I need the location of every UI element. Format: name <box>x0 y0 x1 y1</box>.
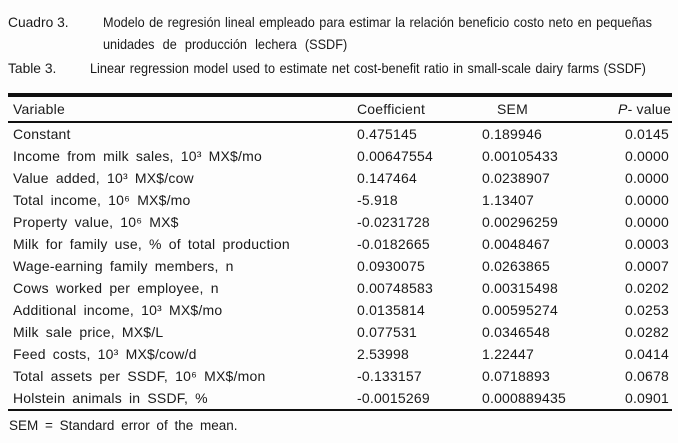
p-value-header-rest: - value <box>627 101 671 117</box>
sem-cell: 0.189946 <box>482 126 542 142</box>
table-row: Property value, 10⁶ MX$ -0.0231728 0.002… <box>8 211 672 233</box>
coefficient-cell: 0.147464 <box>357 170 417 186</box>
variable-cell: Feed costs, 10³ MX$/cow/d <box>13 346 197 362</box>
table-row: Constant 0.475145 0.189946 0.0145 <box>8 122 672 145</box>
caption-es-line2: unidades de producción lechera (SSDF) <box>103 37 348 52</box>
p-value-cell: 0.0202 <box>624 280 669 296</box>
p-value-cell: 0.0003 <box>624 236 669 252</box>
p-value-header-italic: P <box>618 101 628 117</box>
sem-cell: 0.00105433 <box>482 148 558 164</box>
coefficient-cell: 0.0135814 <box>357 302 425 318</box>
p-value-cell: 0.0145 <box>624 126 669 142</box>
variable-cell: Cows worked per employee, n <box>13 280 219 296</box>
table-row: Total income, 10⁶ MX$/mo -5.918 1.13407 … <box>8 189 672 211</box>
table-row: Wage-earning family members, n 0.0930075… <box>8 255 672 277</box>
table-caption-english: Table 3. Linear regression model used to… <box>8 58 678 80</box>
coefficient-cell: -5.918 <box>357 192 398 208</box>
variable-cell: Income from milk sales, 10³ MX$/mo <box>13 148 262 164</box>
variable-cell: Milk for family use, % of total producti… <box>13 236 290 252</box>
variable-cell: Total assets per SSDF, 10⁶ MX$/mon <box>13 368 266 384</box>
table-row: Value added, 10³ MX$/cow 0.147464 0.0238… <box>8 167 672 189</box>
variable-cell: Constant <box>13 126 71 142</box>
variable-cell: Value added, 10³ MX$/cow <box>13 170 194 186</box>
sem-cell: 0.0346548 <box>482 324 550 340</box>
sem-cell: 0.0238907 <box>482 170 550 186</box>
caption-es-line1: Modelo de regresión lineal empleado para… <box>103 15 652 30</box>
caption-text-es: Modelo de regresión lineal empleado para… <box>103 12 652 56</box>
caption-text-en: Linear regression model used to estimate… <box>90 61 646 76</box>
sem-cell: 0.00595274 <box>482 302 558 318</box>
coefficient-cell: 0.0930075 <box>357 258 425 274</box>
sem-cell: 1.22447 <box>482 346 535 362</box>
coefficient-cell: -0.0015269 <box>357 387 482 411</box>
p-value-cell: 0.0414 <box>624 346 669 362</box>
variable-cell: Holstein animals in SSDF, % <box>8 387 357 411</box>
column-header-p-value: P- value <box>602 95 672 123</box>
p-value-cell: 0.0678 <box>624 368 669 384</box>
variable-cell: Property value, 10⁶ MX$ <box>13 214 179 230</box>
coefficient-cell: -0.0182665 <box>357 236 430 252</box>
regression-table: Variable Coefficient SEM P- value Consta… <box>8 93 672 411</box>
p-value-cell: 0.0282 <box>624 324 669 340</box>
variable-cell: Wage-earning family members, n <box>13 258 234 274</box>
table-row: Milk for family use, % of total producti… <box>8 233 672 255</box>
coefficient-cell: 0.00748583 <box>357 280 433 296</box>
p-value-cell: 0.0000 <box>624 214 669 230</box>
coefficient-cell: 0.077531 <box>357 324 417 340</box>
coefficient-cell: 0.475145 <box>357 126 417 142</box>
table-row: Additional income, 10³ MX$/mo 0.0135814 … <box>8 299 672 321</box>
coefficient-cell: -0.133157 <box>357 368 422 384</box>
sem-cell: 0.0263865 <box>482 258 550 274</box>
table-row: Milk sale price, MX$/L 0.077531 0.034654… <box>8 321 672 343</box>
table-caption-spanish: Cuadro 3. Modelo de regresión lineal emp… <box>8 12 678 56</box>
p-value-cell: 0.0007 <box>624 258 669 274</box>
variable-cell: Additional income, 10³ MX$/mo <box>13 302 223 318</box>
p-value-cell: 0.0000 <box>624 170 669 186</box>
p-value-cell: 0.0901 <box>602 387 672 411</box>
sem-cell: 0.00315498 <box>482 280 558 296</box>
column-header-sem: SEM <box>482 95 602 123</box>
p-value-cell: 0.0000 <box>624 192 669 208</box>
variable-cell: Total income, 10⁶ MX$/mo <box>13 192 191 208</box>
sem-cell: 0.000889435 <box>482 387 602 411</box>
caption-label-en: Table 3. <box>8 61 57 76</box>
sem-cell: 0.0718893 <box>482 368 550 384</box>
variable-cell: Milk sale price, MX$/L <box>13 324 164 340</box>
coefficient-cell: 2.53998 <box>357 346 410 362</box>
caption-label-es: Cuadro 3. <box>8 15 69 30</box>
column-header-coefficient: Coefficient <box>357 95 482 123</box>
table-row: Cows worked per employee, n 0.00748583 0… <box>8 277 672 299</box>
p-value-cell: 0.0000 <box>624 148 669 164</box>
sem-cell: 0.0048467 <box>482 236 550 252</box>
p-value-cell: 0.0253 <box>624 302 669 318</box>
table-row: Income from milk sales, 10³ MX$/mo 0.006… <box>8 145 672 167</box>
coefficient-cell: -0.0231728 <box>357 214 430 230</box>
table-row: Total assets per SSDF, 10⁶ MX$/mon -0.13… <box>8 365 672 387</box>
table-row: Feed costs, 10³ MX$/cow/d 2.53998 1.2244… <box>8 343 672 365</box>
table-row: Holstein animals in SSDF, % -0.0015269 0… <box>8 387 672 411</box>
sem-cell: 0.00296259 <box>482 214 558 230</box>
sem-cell: 1.13407 <box>482 192 535 208</box>
coefficient-cell: 0.00647554 <box>357 148 433 164</box>
table-footnote: SEM = Standard error of the mean. <box>9 418 238 433</box>
table-header-row: Variable Coefficient SEM P- value <box>8 95 672 123</box>
column-header-variable: Variable <box>8 95 357 123</box>
